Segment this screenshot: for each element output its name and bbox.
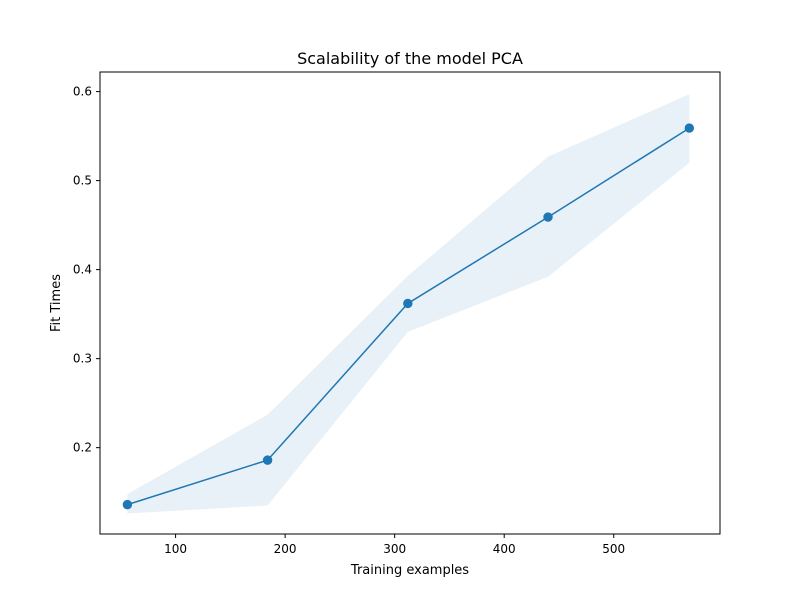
x-axis-label: Training examples bbox=[350, 563, 469, 578]
data-point bbox=[543, 212, 553, 222]
y-tick-label: 0.3 bbox=[73, 352, 92, 366]
y-tick-label: 0.4 bbox=[73, 263, 92, 277]
series-marker-layer bbox=[122, 123, 695, 510]
y-tick-label: 0.2 bbox=[73, 441, 92, 455]
y-tick-label: 0.6 bbox=[73, 85, 92, 99]
data-point bbox=[122, 499, 133, 510]
x-tick-label: 300 bbox=[383, 542, 406, 556]
x-tick-label: 500 bbox=[602, 542, 625, 556]
data-point bbox=[403, 298, 413, 309]
y-axis-label: Fit Times bbox=[49, 274, 64, 332]
data-point bbox=[684, 123, 695, 133]
x-tick-label: 100 bbox=[164, 542, 187, 556]
x-tick-label: 200 bbox=[274, 542, 297, 556]
y-tick-label: 0.5 bbox=[73, 174, 92, 188]
tick-layer: 100 200 300 400 500 0.2 0.3 0.4 0.5 0.6 bbox=[73, 85, 625, 556]
x-tick-label: 400 bbox=[493, 542, 516, 556]
plot-frame bbox=[99, 71, 721, 535]
data-point bbox=[262, 455, 273, 465]
chart-title: Scalability of the model PCA bbox=[297, 49, 523, 68]
